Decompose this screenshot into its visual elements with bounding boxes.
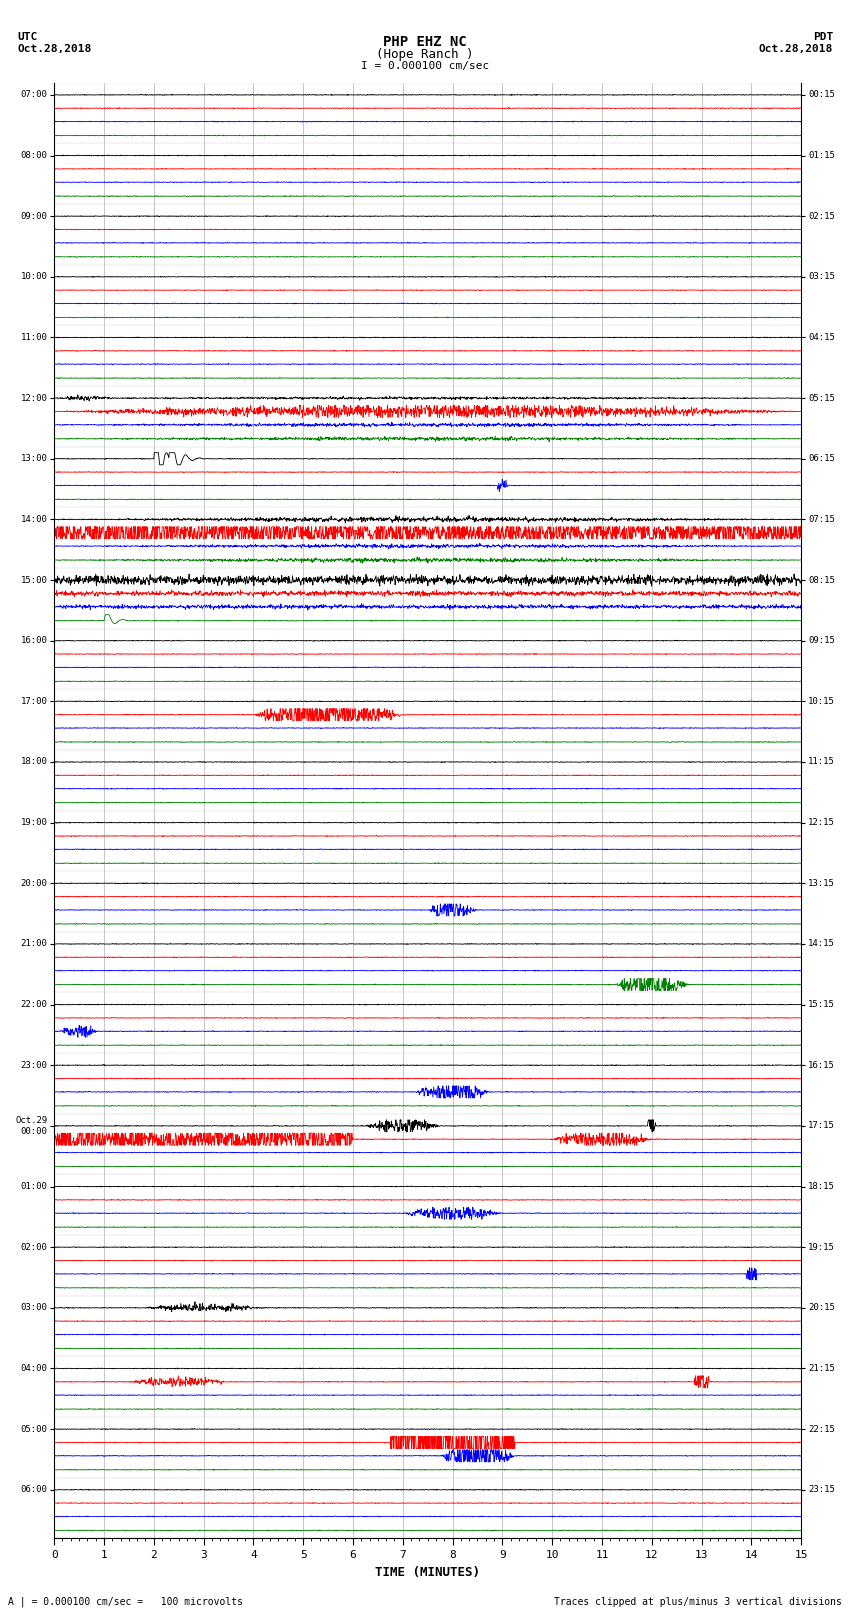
Text: A | = 0.000100 cm/sec =   100 microvolts: A | = 0.000100 cm/sec = 100 microvolts bbox=[8, 1595, 243, 1607]
Text: (Hope Ranch ): (Hope Ranch ) bbox=[377, 48, 473, 61]
Text: Oct.28,2018: Oct.28,2018 bbox=[759, 44, 833, 53]
Text: Oct.28,2018: Oct.28,2018 bbox=[17, 44, 91, 53]
Text: PDT: PDT bbox=[813, 32, 833, 42]
Text: PHP EHZ NC: PHP EHZ NC bbox=[383, 35, 467, 50]
Text: Traces clipped at plus/minus 3 vertical divisions: Traces clipped at plus/minus 3 vertical … bbox=[553, 1597, 842, 1607]
Text: I = 0.000100 cm/sec: I = 0.000100 cm/sec bbox=[361, 61, 489, 71]
X-axis label: TIME (MINUTES): TIME (MINUTES) bbox=[375, 1566, 480, 1579]
Text: UTC: UTC bbox=[17, 32, 37, 42]
